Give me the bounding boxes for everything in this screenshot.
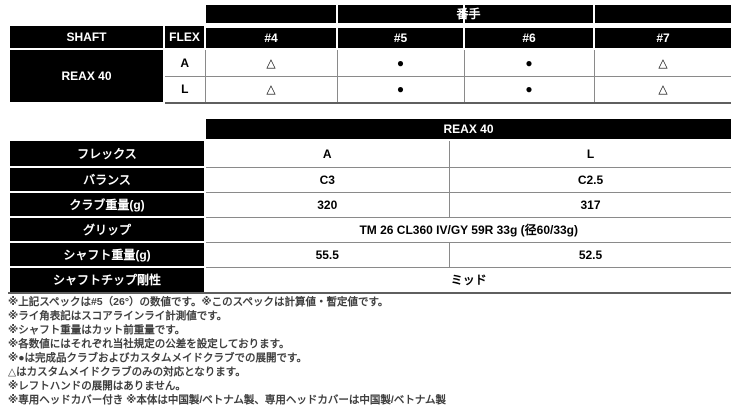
flex-column-header: FLEX <box>163 24 206 50</box>
spec-value: 317 <box>448 191 731 218</box>
footnote-line: ※シャフト重量はカット前重量です。 <box>8 324 186 336</box>
spec-row-label-grip: グリップ <box>8 216 206 243</box>
flex-value-a: A <box>163 48 206 77</box>
spec-value-grip: TM 26 CL360 IV/GY 59R 33g (径60/33g) <box>204 216 731 243</box>
club-number-6-header: #6 <box>463 24 595 50</box>
availability-mark: ● <box>463 48 595 77</box>
club-number-header-cell: 番手 <box>203 3 731 28</box>
footnote-line: ※各数値にはそれぞれ当社規定の公差を設定しております。 <box>8 338 290 350</box>
footnote-line: ※ライ角表記はスコアラインライ計測値です。 <box>8 310 228 322</box>
flex-value-l: L <box>163 75 206 104</box>
footnote-line: △はカスタムメイドクラブのみの対応となります。 <box>8 366 246 378</box>
spec-value: 52.5 <box>448 241 731 268</box>
availability-table: 番手 SHAFT FLEX #4 #5 #6 #7 REAX 40 A △ ● … <box>8 3 731 104</box>
grid-divider <box>593 5 595 23</box>
availability-mark: ● <box>336 48 465 77</box>
spec-value: A <box>204 139 450 168</box>
footnote-line: ※専用ヘッドカバー付き ※本体は中国製/ベトナム製、専用ヘッドカバーは中国製/ベ… <box>8 394 447 406</box>
availability-mark: ● <box>463 75 595 104</box>
club-number-7-header: #7 <box>592 24 731 50</box>
spec-row-label-balance: バランス <box>8 166 206 193</box>
corner-spacer <box>9 118 205 140</box>
footnote-line: ※レフトハンドの展開はありません。 <box>8 380 186 392</box>
availability-mark: ● <box>336 75 465 104</box>
spec-row-label-tip-stiffness: シャフトチップ剛性 <box>8 266 206 294</box>
spec-value: C3 <box>204 166 450 193</box>
availability-mark: △ <box>204 75 338 104</box>
grid-divider <box>463 5 465 23</box>
spec-value: 320 <box>204 191 450 218</box>
shaft-column-header: SHAFT <box>8 24 165 50</box>
spec-value: L <box>448 139 731 168</box>
club-number-header-label: 番手 <box>456 6 481 21</box>
availability-mark: △ <box>204 48 338 77</box>
footnote-line: ※●は完成品クラブおよびカスタムメイドクラブでの展開です。 <box>8 352 307 364</box>
spec-value: C2.5 <box>448 166 731 193</box>
footnote-line: ※上記スペックは#5（26°）の数値です。※このスペックは計算値・暫定値です。 <box>8 296 389 308</box>
spec-value: 55.5 <box>204 241 450 268</box>
grid-divider <box>336 5 338 23</box>
availability-mark: △ <box>593 75 731 104</box>
spec-table: REAX 40 フレックス A L バランス C3 C2.5 クラブ重量(g) … <box>8 117 731 294</box>
spec-value-tip-stiffness: ミッド <box>204 266 731 294</box>
shaft-name-cell: REAX 40 <box>8 48 165 104</box>
club-number-4-header: #4 <box>204 24 338 50</box>
spec-row-label-flex: フレックス <box>8 139 206 168</box>
spec-shaft-header-cell: REAX 40 <box>204 117 731 141</box>
availability-mark: △ <box>593 48 731 77</box>
spec-row-label-shaft-weight: シャフト重量(g) <box>8 241 206 268</box>
corner-spacer <box>9 4 205 25</box>
club-number-5-header: #5 <box>336 24 465 50</box>
spec-row-label-club-weight: クラブ重量(g) <box>8 191 206 218</box>
footnotes: ※上記スペックは#5（26°）の数値です。※このスペックは計算値・暫定値です。 … <box>8 295 729 407</box>
